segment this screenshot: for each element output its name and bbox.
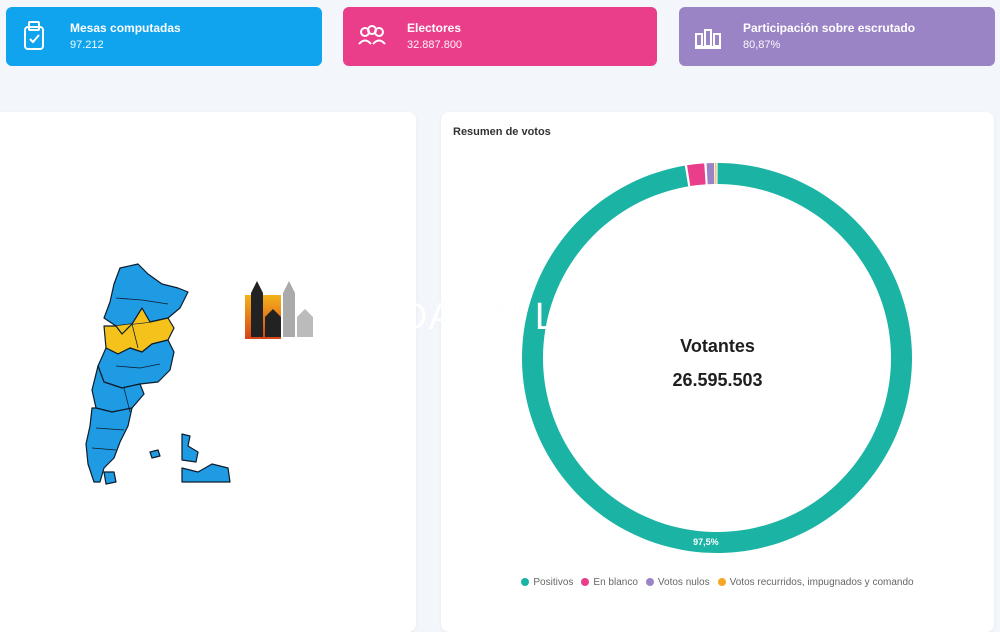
participacion-label: Participación sobre escrutado bbox=[743, 21, 916, 35]
donut-slice-positivos[interactable] bbox=[522, 163, 912, 553]
donut-slice-label: 97,5% bbox=[693, 537, 719, 547]
votes-panel-title: Resumen de votos bbox=[453, 126, 551, 138]
stat-card-mesas: Mesas computadas 97.212 bbox=[6, 7, 322, 66]
electores-label: Electores bbox=[407, 21, 462, 35]
votes-donut-chart: 97,5% bbox=[522, 163, 912, 553]
legend-item[interactable]: Votos nulos bbox=[645, 577, 710, 588]
votes-panel: Resumen de votos 97,5% Votantes 26.595.5… bbox=[441, 112, 994, 632]
donut-center-title: Votantes bbox=[680, 336, 755, 356]
map-region-patagonia-north bbox=[91, 365, 145, 413]
people-group-icon bbox=[358, 25, 386, 45]
electores-value: 32.887.800 bbox=[407, 39, 463, 51]
legend-dot bbox=[717, 578, 726, 586]
map-panel bbox=[0, 112, 416, 632]
donut-center-value: 26.595.503 bbox=[672, 370, 763, 390]
legend-item[interactable]: Positivos bbox=[521, 577, 573, 588]
donut-slice-votos-recurridos-impugnados-y-comando[interactable] bbox=[715, 163, 717, 185]
legend-label: Positivos bbox=[533, 577, 574, 588]
chart-legend: Positivos En blanco Votos nulos Votos recur… bbox=[441, 577, 994, 588]
participacion-value: 80,87% bbox=[743, 39, 781, 51]
legend-dot bbox=[645, 578, 654, 586]
map-region-patagonia-south bbox=[85, 407, 133, 483]
donut-slice-votos-nulos[interactable] bbox=[706, 163, 715, 185]
vote-hands-icon bbox=[695, 29, 721, 49]
legend-dot bbox=[521, 578, 530, 586]
map-antarctic-inset bbox=[181, 433, 199, 463]
mesas-value: 97.212 bbox=[70, 39, 104, 51]
watermark-text: DA ON L bbox=[400, 296, 557, 338]
donut-slice-en-blanco[interactable] bbox=[687, 163, 706, 187]
cathedral-logo bbox=[245, 281, 313, 339]
mesas-label: Mesas computadas bbox=[70, 21, 181, 35]
map-islands-malvinas bbox=[149, 449, 161, 459]
argentina-map[interactable] bbox=[0, 112, 416, 612]
stat-card-participacion: Participación sobre escrutado 80,87% bbox=[679, 7, 995, 66]
legend-item[interactable]: Votos recurridos, impugnados y comando bbox=[717, 577, 914, 588]
stat-card-electores: Electores 32.887.800 bbox=[343, 7, 657, 66]
legend-label: Votos recurridos, impugnados y comando bbox=[729, 577, 914, 588]
legend-dot bbox=[581, 578, 590, 586]
ballot-box-icon bbox=[24, 21, 44, 50]
legend-label: En blanco bbox=[593, 577, 638, 588]
legend-label: Votos nulos bbox=[657, 577, 710, 588]
map-region-tierra-del-fuego bbox=[103, 471, 117, 485]
legend-item[interactable]: En blanco bbox=[581, 577, 638, 588]
